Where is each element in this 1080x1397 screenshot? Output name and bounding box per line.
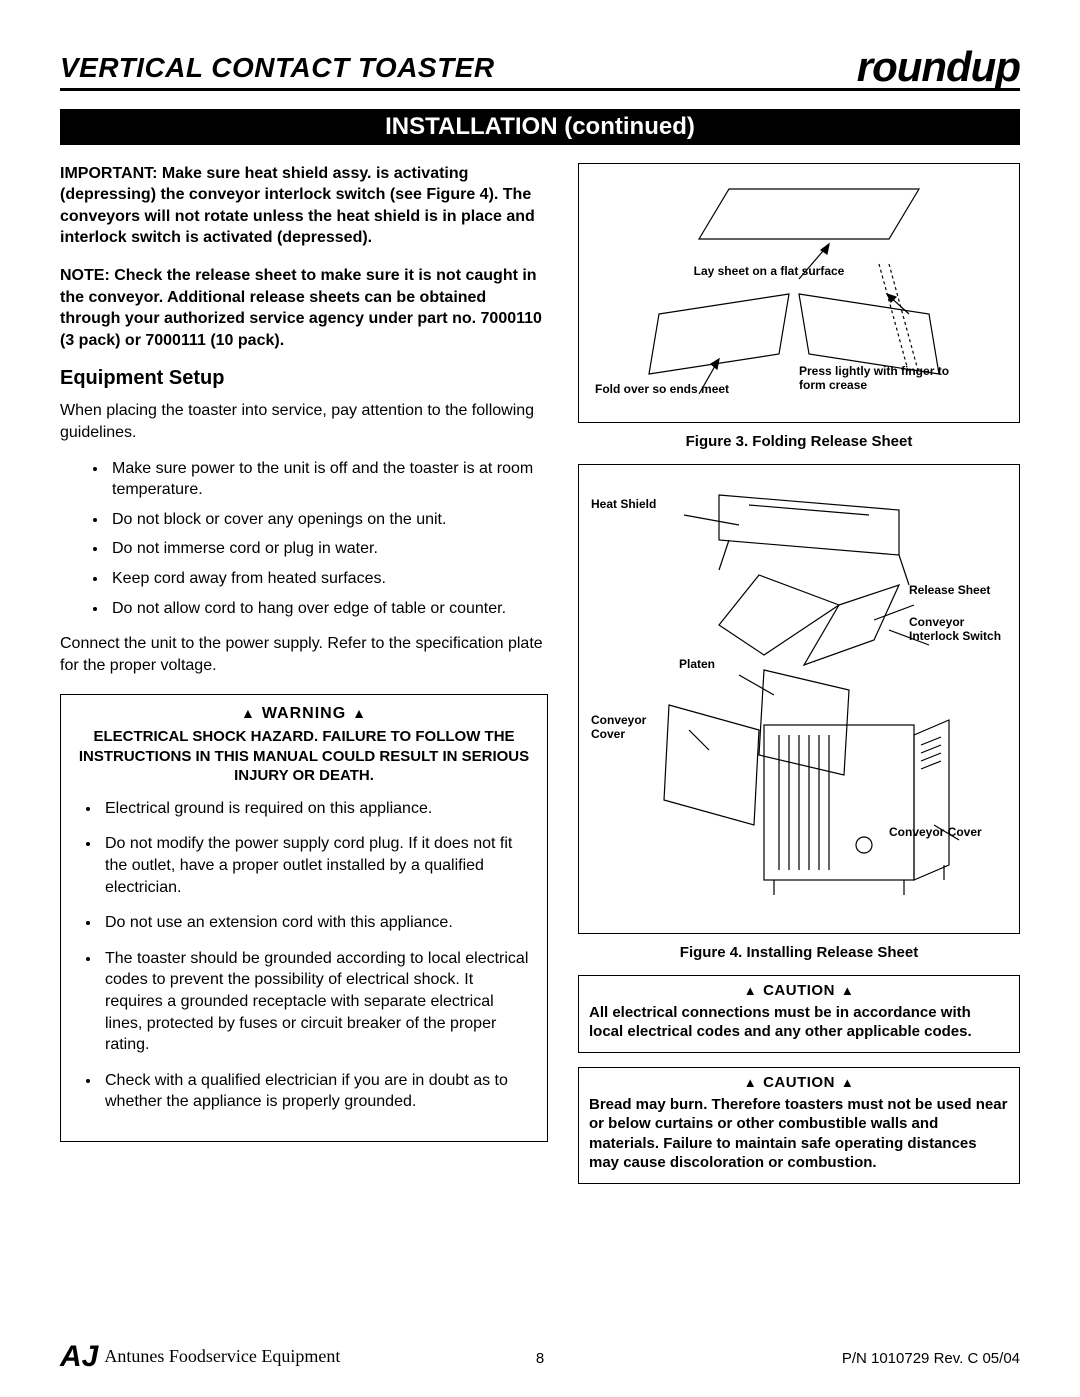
fig4-label-heat-shield: Heat Shield (591, 497, 656, 511)
section-banner: INSTALLATION (continued) (60, 109, 1020, 145)
caution-title: ▲CAUTION▲ (589, 982, 1009, 999)
list-item: Electrical ground is required on this ap… (101, 798, 533, 820)
page-number: 8 (536, 1350, 544, 1367)
caution-icon: ▲ (744, 983, 757, 998)
caution-box-1: ▲CAUTION▲ All electrical connections mus… (578, 975, 1020, 1053)
warning-box: ▲WARNING▲ ELECTRICAL SHOCK HAZARD. FAILU… (60, 694, 548, 1142)
fig4-label-interlock: Conveyor Interlock Switch (909, 615, 1009, 644)
list-item: Keep cord away from heated surfaces. (108, 568, 548, 590)
company-mark-icon: AJ (60, 1346, 98, 1367)
list-item: Do not block or cover any openings on th… (108, 509, 548, 531)
list-item: Make sure power to the unit is off and t… (108, 458, 548, 501)
fig4-label-release-sheet: Release Sheet (909, 583, 990, 597)
product-title: VERTICAL CONTACT TOASTER (60, 52, 495, 84)
list-item: Do not immerse cord or plug in water. (108, 538, 548, 560)
caution-box-2: ▲CAUTION▲ Bread may burn. Therefore toas… (578, 1067, 1020, 1184)
figure-4-caption: Figure 4. Installing Release Sheet (578, 944, 1020, 961)
connect-text: Connect the unit to the power supply. Re… (60, 633, 548, 676)
list-item: Do not modify the power supply cord plug… (101, 833, 533, 898)
right-column: Lay sheet on a flat surface Fold over so… (578, 163, 1020, 1198)
list-item: Do not allow cord to hang over edge of t… (108, 598, 548, 620)
fig3-label-press: Press lightly with finger to form crease (799, 364, 979, 393)
setup-intro: When placing the toaster into service, p… (60, 400, 548, 443)
important-note: IMPORTANT: Make sure heat shield assy. i… (60, 163, 548, 249)
caution-icon: ▲ (744, 1075, 757, 1090)
equipment-setup-heading: Equipment Setup (60, 367, 548, 390)
left-column: IMPORTANT: Make sure heat shield assy. i… (60, 163, 548, 1198)
caution-icon: ▲ (841, 983, 854, 998)
fig4-label-conveyor-cover-right: Conveyor Cover (889, 825, 982, 839)
brand-logo: roundup (857, 50, 1020, 84)
caution-body: All electrical connections must be in ac… (589, 1003, 1009, 1042)
figure-4-box: Heat Shield Release Sheet Conveyor Inter… (578, 464, 1020, 934)
fig3-label-fold: Fold over so ends meet (595, 382, 729, 396)
list-item: Check with a qualified electrician if yo… (101, 1070, 533, 1113)
fig4-label-platen: Platen (679, 657, 715, 671)
company-name: Antunes Foodservice Equipment (104, 1346, 340, 1367)
fig3-label-flat: Lay sheet on a flat surface (679, 264, 859, 278)
warning-icon: ▲ (241, 705, 256, 721)
caution-title: ▲CAUTION▲ (589, 1074, 1009, 1091)
caution-icon: ▲ (841, 1075, 854, 1090)
part-number: P/N 1010729 Rev. C 05/04 (842, 1350, 1020, 1367)
figure-4-diagram (589, 475, 1009, 925)
fig4-label-conveyor-cover-left: Conveyor Cover (591, 713, 681, 742)
warning-list: Electrical ground is required on this ap… (75, 798, 533, 1113)
figure-3-caption: Figure 3. Folding Release Sheet (578, 433, 1020, 450)
guidelines-list: Make sure power to the unit is off and t… (60, 458, 548, 620)
note-para: NOTE: Check the release sheet to make su… (60, 265, 548, 351)
caution-body: Bread may burn. Therefore toasters must … (589, 1095, 1009, 1173)
company-logo: AJ Antunes Foodservice Equipment (60, 1346, 340, 1367)
page-header: VERTICAL CONTACT TOASTER roundup (60, 50, 1020, 91)
warning-title: ▲WARNING▲ (75, 705, 533, 723)
list-item: Do not use an extension cord with this a… (101, 912, 533, 934)
warning-lead: ELECTRICAL SHOCK HAZARD. FAILURE TO FOLL… (75, 727, 533, 786)
page-footer: AJ Antunes Foodservice Equipment 8 P/N 1… (60, 1346, 1020, 1367)
figure-3-box: Lay sheet on a flat surface Fold over so… (578, 163, 1020, 423)
warning-icon: ▲ (352, 705, 367, 721)
list-item: The toaster should be grounded according… (101, 948, 533, 1056)
